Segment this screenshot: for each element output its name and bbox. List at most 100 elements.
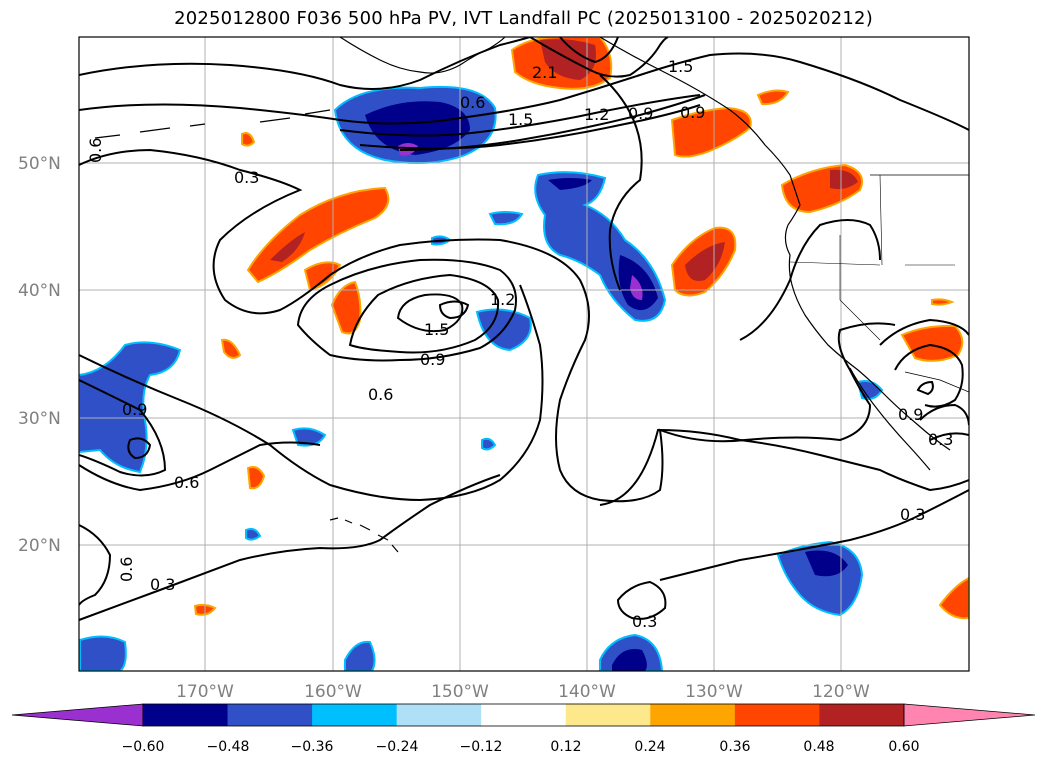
colorbar-tick-label: −0.36 [291, 739, 334, 755]
fill-bottom-neg-core [612, 649, 647, 671]
fill-mid-pos-core [685, 242, 725, 281]
colorbar-tick-label: −0.24 [376, 739, 419, 755]
contour-north-5 [399, 94, 706, 151]
contour-west-3 [79, 441, 321, 492]
fill-se-core [805, 550, 848, 577]
contour-ca-2 [894, 343, 964, 408]
fill-central-min [630, 275, 643, 300]
colorbar-swatch [650, 704, 736, 726]
fill-north-neg-1 [548, 178, 592, 190]
contour-west-2 [127, 437, 152, 460]
contour-label: 1.5 [424, 320, 449, 339]
colorbar-tick-label: −0.48 [207, 739, 250, 755]
page-title: 2025012800 F036 500 hPa PV, IVT Landfall… [174, 8, 873, 29]
fill-bottom-neg-2 [344, 640, 376, 671]
aleutians [94, 109, 331, 139]
map-frame [78, 36, 970, 672]
fill-small-pos-3 [246, 466, 266, 490]
contour-mid-2 [296, 258, 517, 362]
colorbar-tick-label: −0.12 [460, 739, 503, 755]
fill-central-pos-2 [303, 261, 342, 292]
colorbar-swatch [227, 704, 313, 726]
negative-anomaly-fills [79, 85, 884, 671]
colorbar-tick-label: 0.24 [634, 739, 665, 755]
contour-north-3 [339, 94, 701, 137]
colorbar-labels: −0.60 −0.48 −0.36 −0.24 −0.12 0.12 0.24 … [122, 739, 920, 755]
colorbar-outline [142, 703, 905, 727]
contour-south-2 [79, 474, 501, 621]
lon-axis: 170°W 160°W 150°W 140°W 130°W 120°W [176, 682, 870, 702]
contour-mid-1 [79, 148, 896, 503]
contour-south-east [599, 428, 969, 506]
colorbar-swatch [481, 704, 567, 726]
positive-anomaly-fills [193, 37, 969, 620]
fill-small-neg-1 [291, 427, 327, 447]
contour-label: 2.1 [532, 63, 557, 82]
contour-ca-3 [916, 380, 934, 396]
contour-label: 0.9 [628, 104, 653, 123]
fill-small-pos-1 [220, 338, 242, 359]
fill-west-neg [79, 341, 182, 474]
fill-small-pos-5 [931, 298, 955, 306]
colorbar-tick-label: 0.36 [719, 739, 750, 755]
hawaii [329, 517, 399, 553]
colorbar-swatch [819, 704, 905, 726]
colorbar-swatch [565, 704, 651, 726]
contour-ca-4 [919, 403, 969, 426]
coast-baja [849, 367, 931, 471]
fill-small-neg-5 [245, 527, 262, 541]
colorbar-extend-low [11, 703, 144, 727]
fill-bc-core [830, 169, 858, 190]
contour-label: 0.6 [86, 138, 105, 163]
map-plot-area [78, 36, 970, 672]
colorbar-swatch [143, 704, 229, 726]
fill-gulf-alaska-core [365, 101, 470, 155]
fill-se-pos [938, 576, 969, 620]
contour-label: 0.9 [122, 400, 147, 419]
contour-mid-6 [599, 74, 643, 291]
coast-alaska [339, 37, 506, 74]
colorbar-tick-label: −0.60 [122, 739, 165, 755]
colorbar-tick-label: 0.60 [888, 739, 919, 755]
contour-mid-4 [396, 293, 464, 333]
fill-small-pos-2 [241, 132, 256, 147]
contour-label: 1.2 [490, 290, 515, 309]
border-us-mex [904, 371, 969, 393]
contour-west-1 [79, 379, 167, 477]
contour-labels: 0.3 0.6 0.9 1.2 1.5 2.1 0.9 1.2 1.5 0.9 … [86, 57, 953, 631]
contour-north-2 [79, 52, 969, 131]
lon-tick-label: 160°W [304, 682, 362, 702]
contour-label: 0.3 [900, 505, 925, 524]
contour-label: 0.9 [898, 405, 923, 424]
contour-south-1 [79, 524, 112, 606]
contour-mid-5 [438, 300, 470, 320]
contour-ca-1 [879, 318, 969, 346]
fill-ca-pos [900, 324, 964, 362]
contour-outer [79, 284, 544, 502]
contour-mid-7 [739, 219, 881, 341]
contour-label: 1.5 [668, 57, 693, 76]
fill-small-neg-4 [481, 437, 497, 451]
contour-label: 0.3 [928, 430, 953, 449]
contour-mid-3 [348, 273, 500, 354]
state-lines [789, 174, 955, 341]
lon-tick-label: 130°W [685, 682, 743, 702]
colorbar-swatch [312, 704, 398, 726]
colorbar-swatch [396, 704, 482, 726]
colorbar [11, 703, 1036, 727]
lat-tick-label: 30°N [18, 409, 61, 429]
contour-label: 0.3 [632, 612, 657, 631]
contour-label: 0.6 [460, 93, 485, 112]
lon-tick-label: 150°W [431, 682, 489, 702]
contour-label: 0.6 [368, 385, 393, 404]
contour-north-1 [79, 37, 531, 90]
contour-label: 1.2 [584, 105, 609, 124]
lon-tick-label: 120°W [812, 682, 870, 702]
colorbar-tick-label: 0.12 [550, 739, 581, 755]
contour-label: 0.9 [680, 103, 705, 122]
fill-nw-pos-core [270, 232, 305, 262]
lat-tick-label: 50°N [18, 154, 61, 174]
colorbar-tick-label: 0.48 [803, 739, 834, 755]
coast-bc [787, 174, 801, 226]
